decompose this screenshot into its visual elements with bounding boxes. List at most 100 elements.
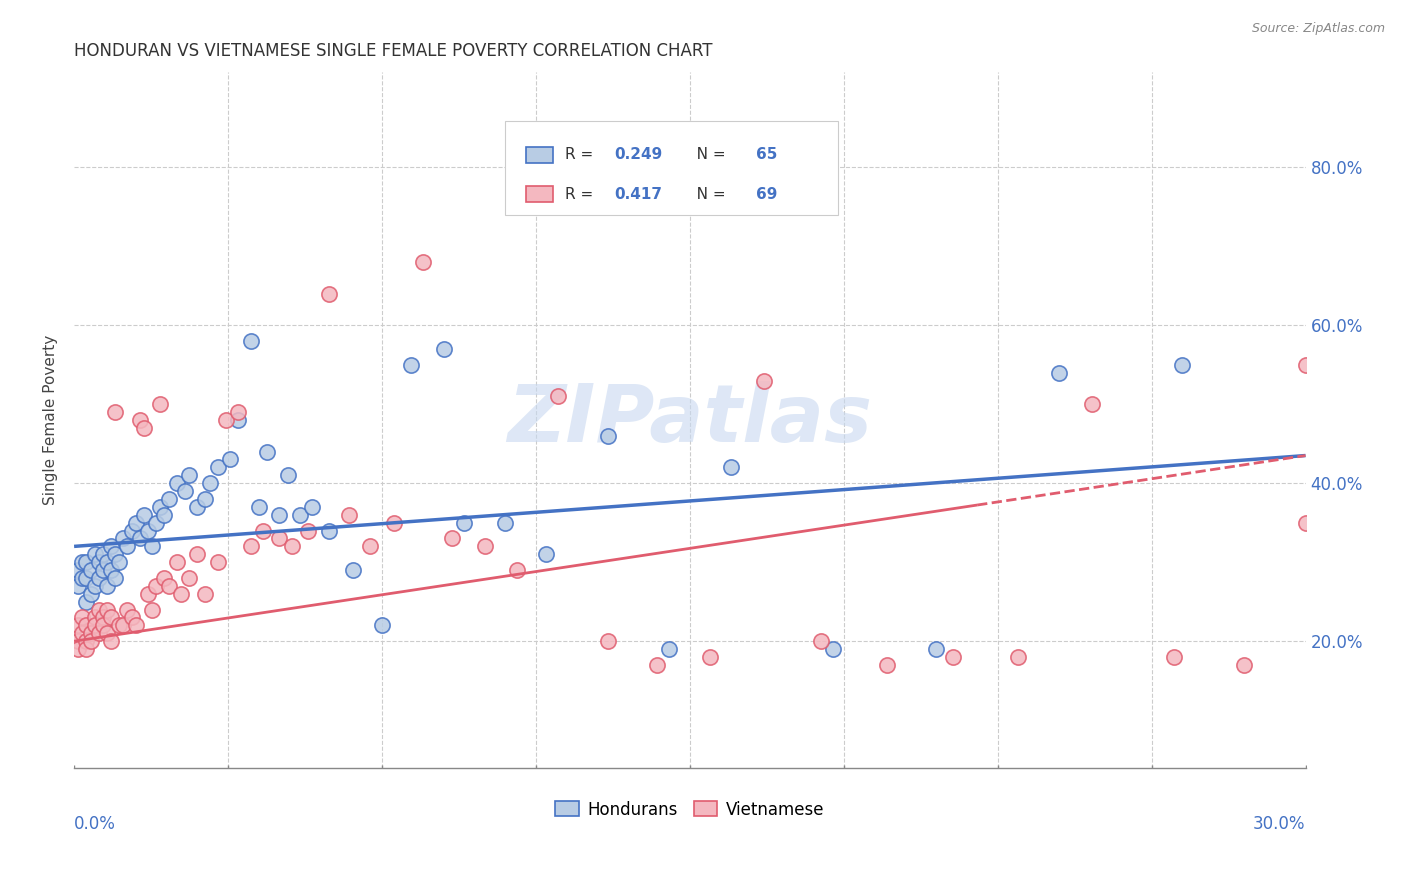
Point <box>239 540 262 554</box>
Point <box>149 500 172 514</box>
Point <box>72 571 94 585</box>
Point <box>145 516 167 530</box>
Point <box>941 650 963 665</box>
Point <box>128 413 150 427</box>
Point <box>318 524 340 538</box>
Point <box>474 540 496 554</box>
Point <box>75 555 97 569</box>
Point <box>75 595 97 609</box>
Point <box>269 508 291 522</box>
FancyBboxPatch shape <box>505 121 838 215</box>
Point <box>75 571 97 585</box>
Point <box>440 532 463 546</box>
Point <box>100 634 122 648</box>
Point <box>87 555 110 569</box>
Point <box>67 563 90 577</box>
Point <box>87 602 110 616</box>
Point <box>1163 650 1185 665</box>
Point <box>79 587 101 601</box>
Point <box>297 524 319 538</box>
Point <box>506 563 529 577</box>
Point <box>141 602 163 616</box>
Point <box>752 374 775 388</box>
Text: R =: R = <box>565 186 599 202</box>
Point <box>100 610 122 624</box>
Point <box>153 508 176 522</box>
Point <box>277 468 299 483</box>
Point <box>91 563 114 577</box>
Point <box>149 397 172 411</box>
Point <box>194 587 217 601</box>
Text: 30.0%: 30.0% <box>1253 815 1306 833</box>
Point <box>432 342 454 356</box>
Point <box>269 532 291 546</box>
Point <box>112 618 135 632</box>
Point <box>247 500 270 514</box>
Point <box>342 563 364 577</box>
Point <box>91 618 114 632</box>
Point <box>1295 358 1317 372</box>
Point <box>359 540 381 554</box>
Point <box>596 634 619 648</box>
Point <box>79 563 101 577</box>
Point <box>132 421 155 435</box>
Point <box>67 642 90 657</box>
Point <box>100 563 122 577</box>
Point <box>67 579 90 593</box>
Point <box>157 491 180 506</box>
Point <box>658 642 681 657</box>
Point <box>337 508 360 522</box>
Point <box>83 610 105 624</box>
Point <box>83 547 105 561</box>
Point <box>121 524 143 538</box>
Point <box>1081 397 1104 411</box>
Point <box>166 555 188 569</box>
Point <box>83 618 105 632</box>
Point <box>215 413 238 427</box>
Point <box>720 460 742 475</box>
Point <box>596 429 619 443</box>
Point <box>1295 516 1317 530</box>
Point <box>104 571 127 585</box>
Point <box>121 610 143 624</box>
Point <box>96 602 118 616</box>
Point <box>810 634 832 648</box>
Point <box>124 516 146 530</box>
Point <box>256 444 278 458</box>
Point <box>177 571 200 585</box>
Point <box>104 405 127 419</box>
Text: 0.0%: 0.0% <box>75 815 115 833</box>
Point <box>145 579 167 593</box>
Point <box>371 618 394 632</box>
Point <box>124 618 146 632</box>
Point <box>1007 650 1029 665</box>
Legend: Hondurans, Vietnamese: Hondurans, Vietnamese <box>548 794 831 825</box>
Point <box>117 540 139 554</box>
Text: 69: 69 <box>756 186 778 202</box>
Point <box>318 286 340 301</box>
Text: ZIPatlas: ZIPatlas <box>508 381 872 459</box>
Point <box>166 476 188 491</box>
Point <box>301 500 323 514</box>
Point <box>198 476 221 491</box>
Point <box>153 571 176 585</box>
Point <box>112 532 135 546</box>
Point <box>96 626 118 640</box>
Point <box>108 555 131 569</box>
Point <box>67 634 90 648</box>
Point <box>399 358 422 372</box>
Point <box>104 547 127 561</box>
Text: 0.417: 0.417 <box>614 186 662 202</box>
Point <box>280 540 302 554</box>
Point <box>1233 657 1256 672</box>
Text: 0.249: 0.249 <box>614 147 664 162</box>
Point <box>219 452 242 467</box>
Point <box>79 634 101 648</box>
Point <box>67 618 90 632</box>
FancyBboxPatch shape <box>526 186 553 202</box>
Point <box>288 508 311 522</box>
Point <box>87 626 110 640</box>
Point <box>194 491 217 506</box>
Point <box>252 524 274 538</box>
Point <box>83 579 105 593</box>
